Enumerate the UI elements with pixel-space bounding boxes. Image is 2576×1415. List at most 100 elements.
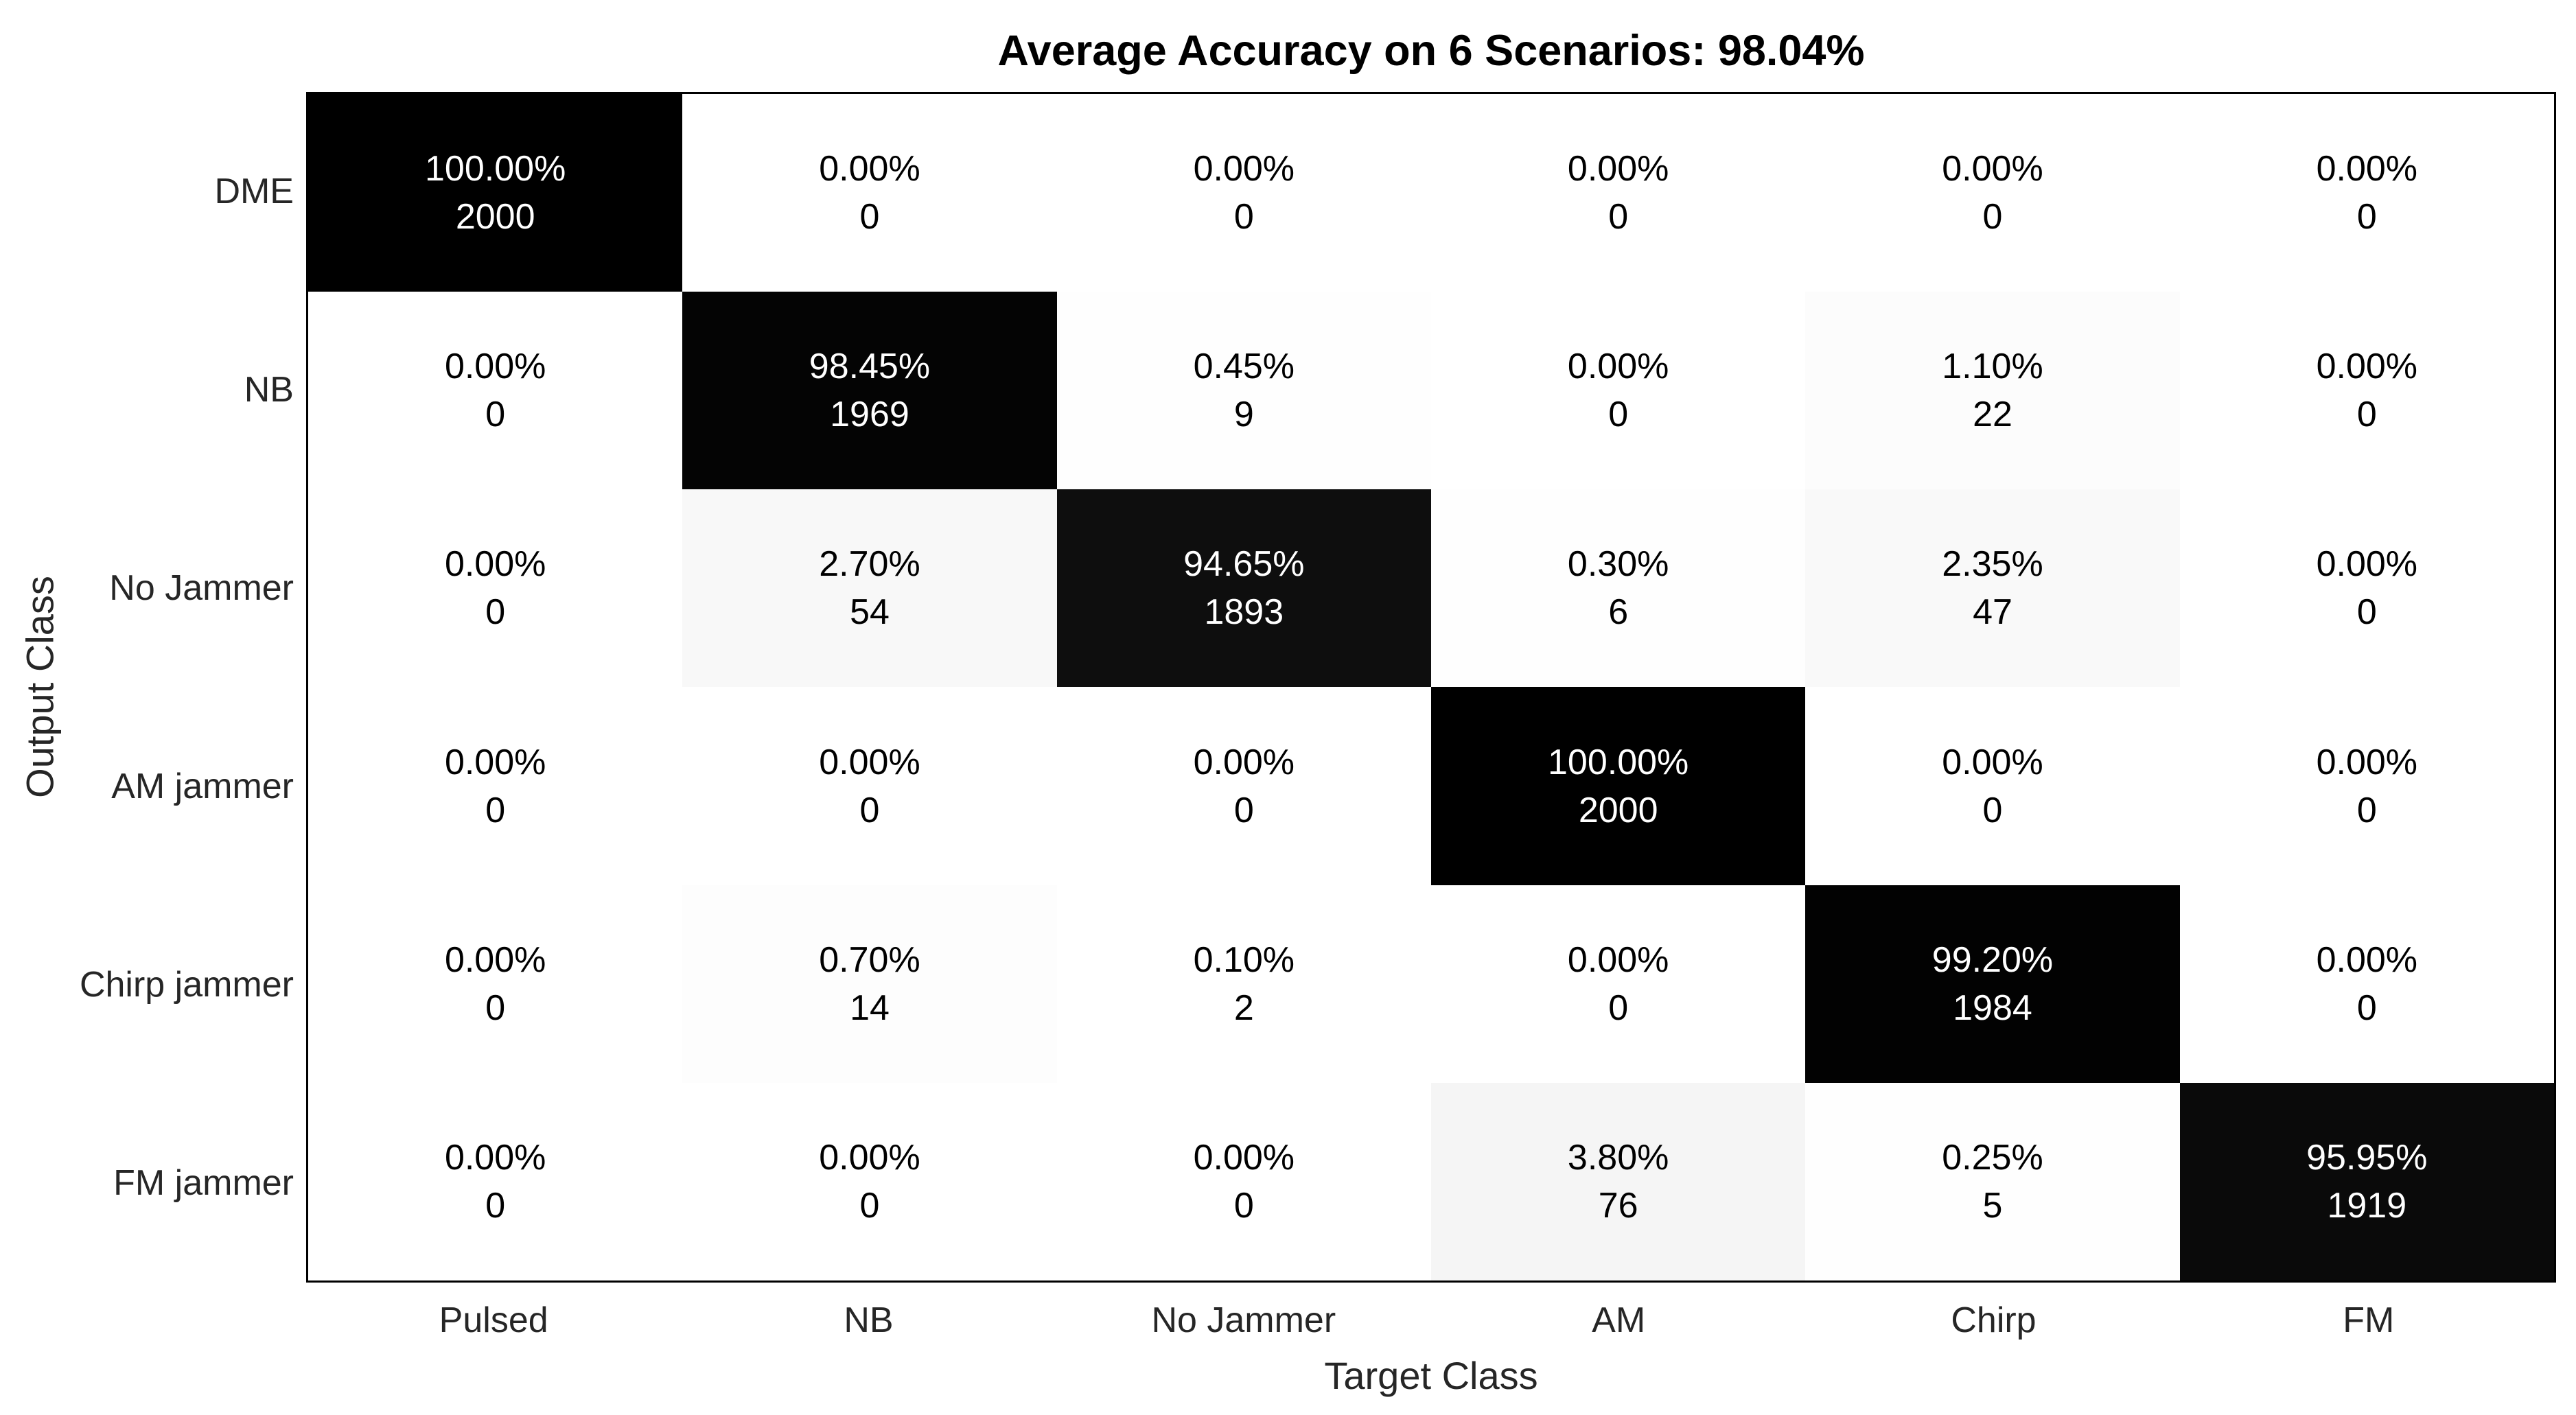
cell-count: 0 bbox=[2356, 790, 2377, 830]
matrix-cell: 100.00% 2000 bbox=[1430, 687, 1806, 885]
matrix-cell: 0.00% 0 bbox=[682, 1082, 1057, 1280]
matrix-cell: 95.95% 1919 bbox=[2179, 1082, 2554, 1280]
cell-percent: 0.00% bbox=[819, 149, 920, 189]
matrix-cell: 0.00% 0 bbox=[2179, 885, 2554, 1083]
x-tick-label: NB bbox=[844, 1300, 894, 1340]
cell-count: 0 bbox=[859, 197, 880, 237]
matrix-cell: 98.45% 1969 bbox=[682, 292, 1057, 490]
matrix-cell: 0.70% 14 bbox=[682, 885, 1057, 1083]
matrix-cell: 94.65% 1893 bbox=[1056, 489, 1431, 688]
matrix-cell: 0.00% 0 bbox=[308, 885, 683, 1083]
matrix-cell: 3.80% 76 bbox=[1430, 1082, 1806, 1280]
cell-percent: 2.70% bbox=[819, 544, 920, 585]
cell-percent: 0.00% bbox=[1193, 742, 1295, 782]
matrix-cell: 2.35% 47 bbox=[1805, 489, 2180, 688]
matrix-cell: 0.00% 0 bbox=[682, 687, 1057, 885]
cell-percent: 100.00% bbox=[1548, 742, 1689, 782]
cell-count: 14 bbox=[850, 987, 890, 1028]
matrix-cell: 2.70% 54 bbox=[682, 489, 1057, 688]
cell-count: 0 bbox=[485, 395, 506, 435]
cell-count: 0 bbox=[485, 1185, 506, 1226]
cell-count: 9 bbox=[1233, 395, 1254, 435]
x-axis-label: Target Class bbox=[1324, 1354, 1538, 1397]
cell-percent: 0.00% bbox=[444, 544, 546, 585]
matrix-cell: 0.00% 0 bbox=[1056, 1082, 1431, 1280]
cell-count: 0 bbox=[485, 987, 506, 1028]
cell-percent: 0.00% bbox=[1193, 149, 1295, 189]
cell-percent: 0.45% bbox=[1193, 347, 1295, 387]
matrix-cell: 0.30% 6 bbox=[1430, 489, 1806, 688]
cell-percent: 0.00% bbox=[444, 347, 546, 387]
cell-percent: 0.00% bbox=[2316, 742, 2418, 782]
cell-percent: 0.00% bbox=[444, 1137, 546, 1178]
matrix-cell: 0.00% 0 bbox=[1430, 292, 1806, 490]
cell-count: 6 bbox=[1608, 592, 1629, 633]
y-tick-label: FM jammer bbox=[113, 1163, 294, 1204]
cell-percent: 0.00% bbox=[1193, 1137, 1295, 1178]
cell-count: 1893 bbox=[1204, 592, 1284, 633]
x-tick-label: AM bbox=[1592, 1300, 1646, 1340]
cell-count: 2 bbox=[1233, 987, 1254, 1028]
matrix-cell: 0.00% 0 bbox=[308, 292, 683, 490]
matrix-cell: 0.00% 0 bbox=[2179, 94, 2554, 292]
matrix-cell: 0.00% 0 bbox=[1805, 687, 2180, 885]
cell-percent: 0.00% bbox=[1942, 742, 2043, 782]
y-tick-label: NB bbox=[244, 369, 294, 410]
x-tick-label: No Jammer bbox=[1151, 1300, 1336, 1340]
cell-count: 0 bbox=[1982, 790, 2003, 830]
cell-count: 0 bbox=[1233, 790, 1254, 830]
matrix-cell: 0.45% 9 bbox=[1056, 292, 1431, 490]
cell-count: 47 bbox=[1973, 592, 2012, 633]
cell-percent: 0.00% bbox=[1942, 149, 2043, 189]
cell-count: 0 bbox=[2356, 197, 2377, 237]
matrix-cell: 0.00% 0 bbox=[1056, 687, 1431, 885]
matrix-cell: 0.00% 0 bbox=[1056, 94, 1431, 292]
matrix-grid: 100.00% 2000 0.00% 0 0.00% 0 0.00% 0 0.00% 0 0.00%… bbox=[306, 92, 2556, 1283]
chart-title: Average Accuracy on 6 Scenarios: 98.04% bbox=[997, 27, 1865, 75]
x-tick-labels: Pulsed NB No Jammer AM Chirp FM bbox=[306, 1300, 2556, 1344]
x-tick-label: Chirp bbox=[1951, 1300, 2037, 1340]
cell-percent: 95.95% bbox=[2306, 1137, 2428, 1178]
cell-percent: 0.00% bbox=[819, 742, 920, 782]
cell-percent: 0.00% bbox=[1567, 347, 1669, 387]
cell-count: 0 bbox=[1608, 395, 1629, 435]
cell-count: 22 bbox=[1973, 395, 2012, 435]
cell-percent: 0.10% bbox=[1193, 939, 1295, 980]
cell-percent: 98.45% bbox=[809, 347, 931, 387]
matrix-cell: 0.00% 0 bbox=[1805, 94, 2180, 292]
matrix-cell: 0.00% 0 bbox=[682, 94, 1057, 292]
cell-percent: 99.20% bbox=[1931, 939, 2054, 980]
matrix-cell: 0.00% 0 bbox=[1430, 885, 1806, 1083]
cell-count: 0 bbox=[1608, 987, 1629, 1028]
cell-count: 0 bbox=[485, 790, 506, 830]
cell-percent: 0.25% bbox=[1942, 1137, 2043, 1178]
y-tick-label: No Jammer bbox=[109, 568, 294, 608]
cell-percent: 0.00% bbox=[444, 939, 546, 980]
cell-count: 1919 bbox=[2327, 1185, 2407, 1226]
cell-count: 1984 bbox=[1953, 987, 2032, 1028]
cell-count: 2000 bbox=[1578, 790, 1658, 830]
matrix-cell: 0.25% 5 bbox=[1805, 1082, 2180, 1280]
cell-count: 2000 bbox=[455, 197, 535, 237]
cell-percent: 0.00% bbox=[2316, 544, 2418, 585]
cell-count: 0 bbox=[485, 592, 506, 633]
y-tick-label: AM jammer bbox=[111, 767, 294, 807]
matrix-cell: 1.10% 22 bbox=[1805, 292, 2180, 490]
matrix-cell: 100.00% 2000 bbox=[308, 94, 683, 292]
cell-count: 0 bbox=[2356, 592, 2377, 633]
cell-count: 0 bbox=[859, 790, 880, 830]
matrix-cell: 0.00% 0 bbox=[2179, 687, 2554, 885]
cell-percent: 0.00% bbox=[1567, 939, 1669, 980]
cell-percent: 0.00% bbox=[444, 742, 546, 782]
cell-count: 0 bbox=[2356, 395, 2377, 435]
cell-percent: 0.00% bbox=[2316, 149, 2418, 189]
cell-percent: 100.00% bbox=[425, 149, 566, 189]
cell-percent: 0.00% bbox=[2316, 939, 2418, 980]
cell-percent: 1.10% bbox=[1942, 347, 2043, 387]
cell-count: 0 bbox=[2356, 987, 2377, 1028]
matrix-cell: 0.00% 0 bbox=[2179, 489, 2554, 688]
matrix-cell: 99.20% 1984 bbox=[1805, 885, 2180, 1083]
cell-percent: 2.35% bbox=[1942, 544, 2043, 585]
cell-count: 76 bbox=[1598, 1185, 1638, 1226]
cell-percent: 0.00% bbox=[819, 1137, 920, 1178]
